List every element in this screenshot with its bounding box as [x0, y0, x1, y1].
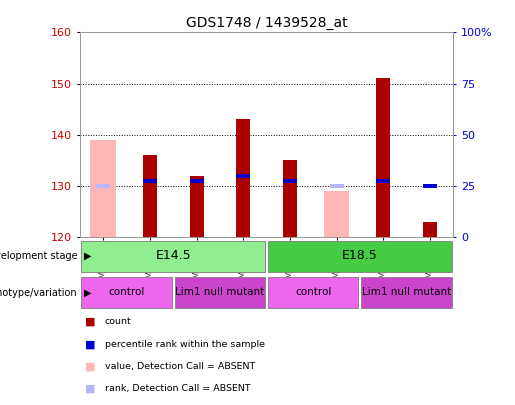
- Text: ■: ■: [85, 317, 95, 327]
- Text: ■: ■: [85, 362, 95, 371]
- Text: value, Detection Call = ABSENT: value, Detection Call = ABSENT: [105, 362, 255, 371]
- Text: rank, Detection Call = ABSENT: rank, Detection Call = ABSENT: [105, 384, 250, 393]
- Text: ▶: ▶: [84, 251, 92, 261]
- Text: control: control: [108, 287, 145, 297]
- Text: E18.5: E18.5: [342, 249, 377, 262]
- Bar: [190, 179, 203, 183]
- Bar: [330, 184, 344, 188]
- Bar: [268, 277, 358, 308]
- Bar: [190, 175, 203, 237]
- Bar: [81, 241, 265, 272]
- Bar: [361, 277, 452, 308]
- Bar: [324, 191, 349, 237]
- Text: percentile rank within the sample: percentile rank within the sample: [105, 340, 265, 349]
- Text: genotype/variation: genotype/variation: [0, 288, 77, 298]
- Text: count: count: [105, 318, 131, 326]
- Text: ▶: ▶: [84, 288, 92, 298]
- Bar: [96, 184, 110, 188]
- Text: Lim1 null mutant: Lim1 null mutant: [362, 287, 451, 297]
- Bar: [236, 119, 250, 237]
- Text: Lim1 null mutant: Lim1 null mutant: [175, 287, 265, 297]
- Bar: [283, 160, 297, 237]
- Bar: [90, 140, 116, 237]
- Bar: [268, 241, 452, 272]
- Text: E14.5: E14.5: [156, 249, 191, 262]
- Bar: [423, 184, 437, 188]
- Bar: [283, 179, 297, 183]
- Text: control: control: [295, 287, 331, 297]
- Title: GDS1748 / 1439528_at: GDS1748 / 1439528_at: [186, 16, 347, 30]
- Text: ■: ■: [85, 339, 95, 349]
- Bar: [81, 277, 172, 308]
- Text: ■: ■: [85, 384, 95, 394]
- Bar: [376, 79, 390, 237]
- Text: development stage: development stage: [0, 251, 77, 261]
- Bar: [175, 277, 265, 308]
- Bar: [236, 173, 250, 178]
- Bar: [423, 222, 437, 237]
- Bar: [143, 179, 157, 183]
- Bar: [143, 155, 157, 237]
- Bar: [376, 179, 390, 183]
